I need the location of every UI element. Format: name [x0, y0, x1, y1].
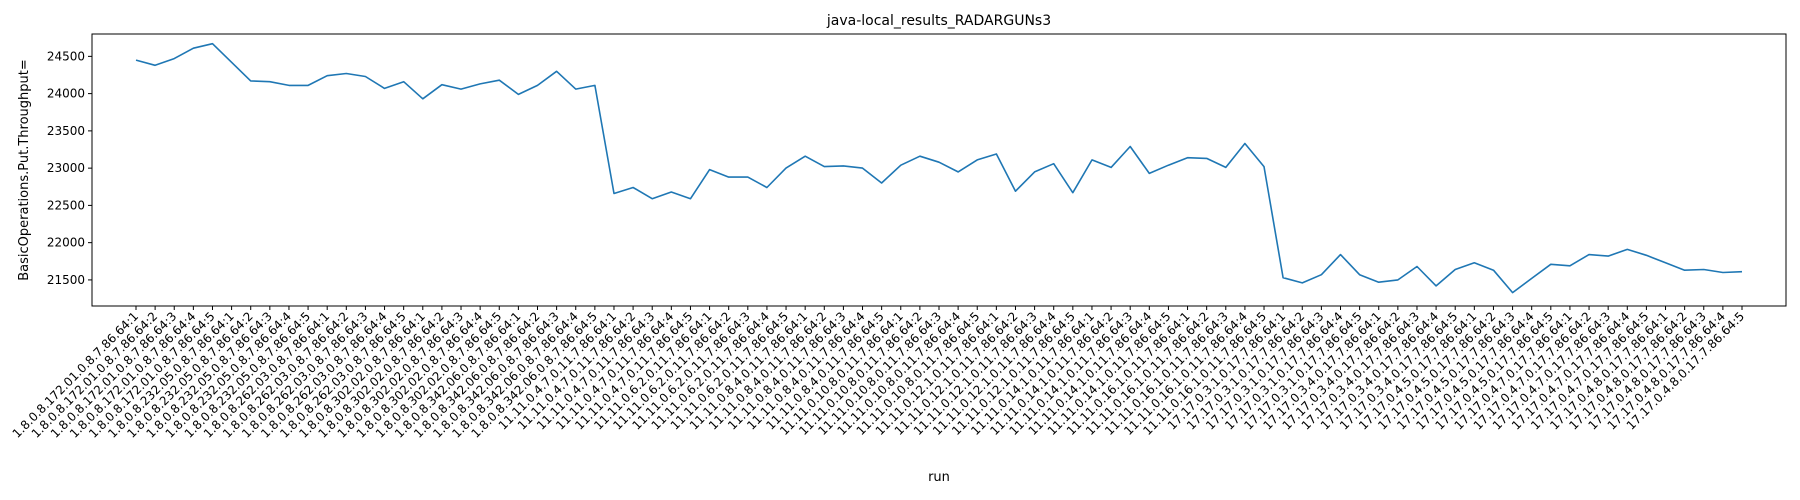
y-axis: 21500 22000 22500 23000 23500 24000 24500 — [47, 49, 92, 287]
y-tick-label: 24500 — [47, 49, 85, 63]
chart-title: java-local_results_RADARGUNs3 — [826, 13, 1051, 29]
y-tick-label: 23000 — [47, 161, 85, 175]
y-tick-label: 23500 — [47, 124, 85, 138]
y-tick-label: 21500 — [47, 273, 85, 287]
x-axis: 1.8.0.8.172.01.0.8.7.86.64:11.8.0.8.172.… — [10, 306, 1747, 441]
y-tick-label: 22500 — [47, 198, 85, 212]
y-tick-label: 22000 — [47, 236, 85, 250]
y-tick-label: 24000 — [47, 87, 85, 101]
plot-frame — [91, 33, 1787, 307]
y-axis-title: BasicOperations.Put.Throughput= — [17, 59, 32, 281]
series-line — [135, 42, 1743, 294]
series-layer — [135, 42, 1743, 294]
x-axis-title: run — [928, 470, 950, 485]
